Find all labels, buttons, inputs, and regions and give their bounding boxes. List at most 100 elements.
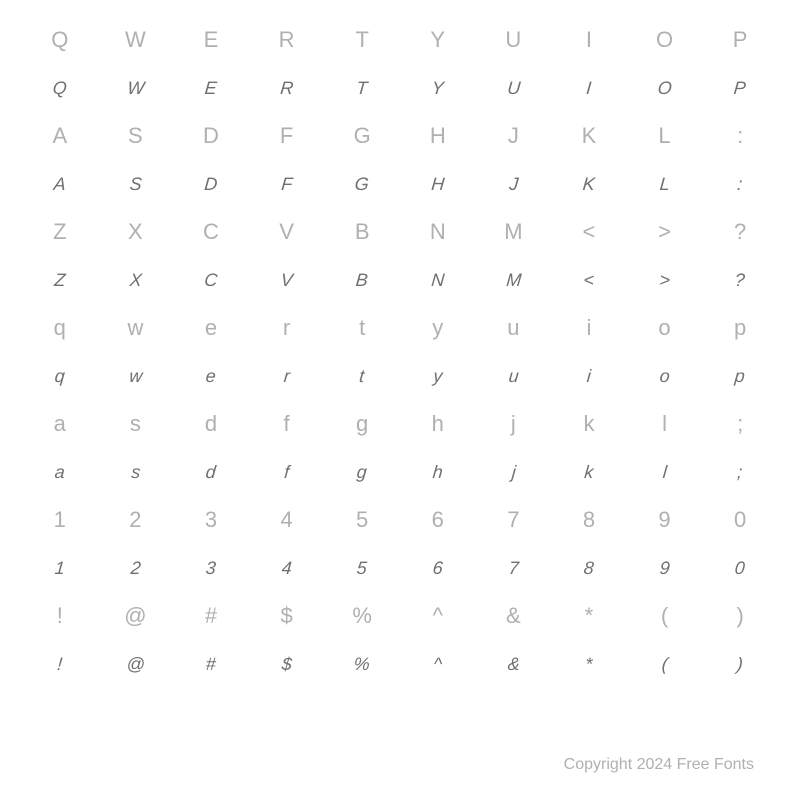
reference-char: @: [98, 603, 174, 629]
glyph-char: Q: [21, 78, 98, 99]
reference-char: ?: [702, 219, 778, 245]
glyph-char: !: [21, 654, 98, 675]
reference-char: W: [98, 27, 174, 53]
reference-char: <: [551, 219, 627, 245]
glyph-char: 4: [248, 558, 325, 579]
reference-char: !: [22, 603, 98, 629]
reference-char: 3: [173, 507, 249, 533]
reference-char: &: [476, 603, 552, 629]
reference-char: K: [551, 123, 627, 149]
glyph-char: y: [399, 366, 476, 387]
glyph-char: O: [626, 78, 703, 99]
glyph-char: K: [550, 174, 627, 195]
reference-char: N: [400, 219, 476, 245]
glyph-row: asdfghjkl;: [22, 448, 778, 496]
reference-char: 7: [476, 507, 552, 533]
reference-char: g: [324, 411, 400, 437]
glyph-char: U: [475, 78, 552, 99]
glyph-char: P: [701, 78, 778, 99]
glyph-char: ^: [399, 654, 476, 675]
glyph-char: ;: [701, 462, 778, 483]
glyph-row: qwertyuiop: [22, 352, 778, 400]
reference-char: 2: [98, 507, 174, 533]
reference-char: Q: [22, 27, 98, 53]
glyph-char: f: [248, 462, 325, 483]
glyph-char: *: [550, 654, 627, 675]
glyph-char: h: [399, 462, 476, 483]
reference-char: T: [324, 27, 400, 53]
reference-char: R: [249, 27, 325, 53]
reference-char: 8: [551, 507, 627, 533]
reference-char: Z: [22, 219, 98, 245]
glyph-row: !@#$%^&*(): [22, 640, 778, 688]
glyph-char: 0: [701, 558, 778, 579]
glyph-char: (: [626, 654, 703, 675]
reference-char: h: [400, 411, 476, 437]
glyph-char: L: [626, 174, 703, 195]
reference-char: (: [627, 603, 703, 629]
glyph-char: o: [626, 366, 703, 387]
glyph-char: :: [701, 174, 778, 195]
glyph-char: 5: [323, 558, 400, 579]
reference-char: I: [551, 27, 627, 53]
reference-char: L: [627, 123, 703, 149]
reference-char: 0: [702, 507, 778, 533]
reference-char: 4: [249, 507, 325, 533]
glyph-char: d: [172, 462, 249, 483]
glyph-char: A: [21, 174, 98, 195]
glyph-char: ?: [701, 270, 778, 291]
reference-char: p: [702, 315, 778, 341]
reference-char: o: [627, 315, 703, 341]
reference-char: 5: [324, 507, 400, 533]
glyph-char: J: [475, 174, 552, 195]
glyph-row: ZXCVBNM<>?: [22, 256, 778, 304]
reference-char: q: [22, 315, 98, 341]
reference-char: e: [173, 315, 249, 341]
reference-char: E: [173, 27, 249, 53]
reference-char: d: [173, 411, 249, 437]
glyph-char: V: [248, 270, 325, 291]
reference-char: u: [476, 315, 552, 341]
reference-row: ASDFGHJKL:: [22, 112, 778, 160]
glyph-char: >: [626, 270, 703, 291]
glyph-char: R: [248, 78, 325, 99]
reference-char: r: [249, 315, 325, 341]
reference-char: #: [173, 603, 249, 629]
reference-char: M: [476, 219, 552, 245]
reference-row: !@#$%^&*(): [22, 592, 778, 640]
copyright-footer: Copyright 2024 Free Fonts: [564, 756, 754, 774]
glyph-char: s: [97, 462, 174, 483]
reference-char: f: [249, 411, 325, 437]
glyph-char: E: [172, 78, 249, 99]
reference-char: a: [22, 411, 98, 437]
glyph-char: a: [21, 462, 98, 483]
glyph-char: l: [626, 462, 703, 483]
reference-char: 9: [627, 507, 703, 533]
glyph-char: %: [323, 654, 400, 675]
reference-char: $: [249, 603, 325, 629]
glyph-char: #: [172, 654, 249, 675]
reference-char: l: [627, 411, 703, 437]
reference-char: C: [173, 219, 249, 245]
glyph-char: 6: [399, 558, 476, 579]
glyph-char: e: [172, 366, 249, 387]
glyph-char: H: [399, 174, 476, 195]
reference-char: y: [400, 315, 476, 341]
reference-row: ZXCVBNM<>?: [22, 208, 778, 256]
reference-char: O: [627, 27, 703, 53]
reference-char: >: [627, 219, 703, 245]
glyph-char: 8: [550, 558, 627, 579]
glyph-char: u: [475, 366, 552, 387]
glyph-char: p: [701, 366, 778, 387]
reference-char: U: [476, 27, 552, 53]
reference-char: ;: [702, 411, 778, 437]
reference-char: k: [551, 411, 627, 437]
glyph-char: r: [248, 366, 325, 387]
glyph-char: M: [475, 270, 552, 291]
glyph-char: 7: [475, 558, 552, 579]
reference-char: :: [702, 123, 778, 149]
glyph-char: @: [97, 654, 174, 675]
reference-row: QWERTYUIOP: [22, 16, 778, 64]
glyph-char: j: [475, 462, 552, 483]
character-map-grid: QWERTYUIOPQWERTYUIOPASDFGHJKL:ASDFGHJKL:…: [22, 16, 778, 688]
